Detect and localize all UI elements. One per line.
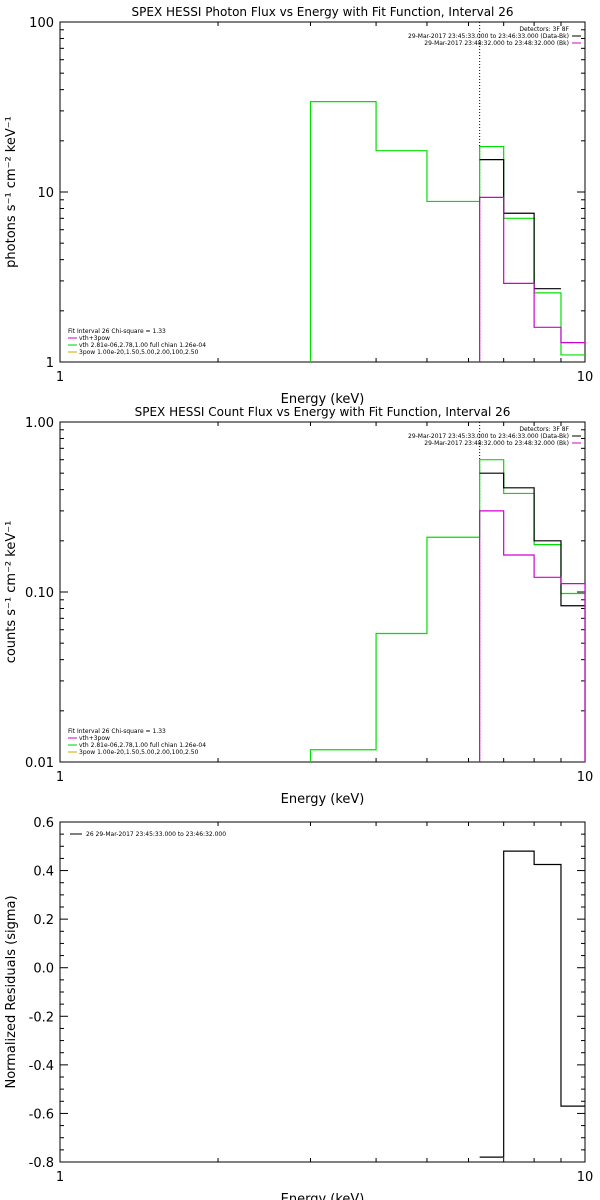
x-axis-label: Energy (keV) — [281, 392, 365, 407]
y-axis-label: Normalized Residuals (sigma) — [4, 895, 19, 1088]
legend-bottom-left-entry: 3pow 1.00e-20,1.50,5.00,2.00,100,2.50 — [79, 349, 199, 356]
legend-bottom-left-entry: Fit Interval 26 Chi-square = 1.33 — [68, 728, 166, 735]
legend-top-right-entry: 29-Mar-2017 23:45:33.000 to 23:46:33.000… — [408, 33, 569, 40]
x-tick-label: 10 — [577, 370, 594, 385]
y-tick-label: 0.6 — [33, 816, 54, 831]
plot-frame — [59, 821, 586, 1163]
x-tick-label: 10 — [577, 770, 594, 785]
chart-title: SPEX HESSI Count Flux vs Energy with Fit… — [135, 405, 511, 419]
y-tick-label: 0.4 — [33, 865, 54, 880]
y-tick-label: 1.00 — [25, 416, 54, 431]
legend-top-right-entry: Detectors: 3F 8F — [519, 426, 569, 433]
y-tick-label: -0.6 — [29, 1107, 54, 1122]
y-tick-label: 10 — [37, 186, 54, 201]
chart-title: SPEX HESSI Photon Flux vs Energy with Fi… — [132, 5, 514, 19]
legend-top-right-entry: 29-Mar-2017 23:48:32.000 to 23:48:32.000… — [424, 40, 569, 47]
x-tick-label: 1 — [56, 370, 64, 385]
chart-1: SPEX HESSI Photon Flux vs Energy with Fi… — [4, 5, 594, 407]
series-1-line — [309, 459, 585, 762]
y-tick-label: -0.4 — [29, 1059, 54, 1074]
legend-top-left-entry: 26 29-Mar-2017 23:45:33.000 to 23:46:32.… — [86, 831, 226, 838]
chart-2: SPEX HESSI Count Flux vs Energy with Fit… — [4, 405, 593, 807]
legend-top-right-entry: 29-Mar-2017 23:48:32.000 to 23:48:32.000… — [424, 440, 569, 447]
x-tick-label: 1 — [56, 770, 64, 785]
y-tick-label: 1 — [46, 356, 54, 371]
legend-bottom-left-entry: vth+3pow — [79, 735, 110, 742]
legend-bottom-left-entry: 3pow 1.00e-20,1.50,5.00,2.00,100,2.50 — [79, 749, 199, 756]
series-2-line — [479, 159, 561, 290]
plot-frame — [59, 21, 586, 363]
series-3-line — [479, 196, 585, 362]
y-tick-label: -0.8 — [29, 1156, 54, 1171]
legend-bottom-left-entry: vth 2.81e-06,2.78,1.00 full chian 1.26e-… — [79, 342, 206, 349]
legend-bottom-left-entry: vth+3pow — [79, 335, 110, 342]
x-tick-label: 1 — [56, 1170, 64, 1185]
y-tick-label: 0.0 — [33, 962, 54, 977]
y-tick-label: -0.2 — [29, 1010, 54, 1025]
chart-3: 1 10 -0.8 -0.6 -0.4 -0.2 0.0 0.2 0.4 0.6 Energy (k… — [4, 816, 593, 1200]
y-tick-label: 0.2 — [33, 913, 54, 928]
series-1-line — [479, 850, 585, 1158]
y-tick-label: 100 — [29, 16, 54, 31]
legend-bottom-left-entry: Fit Interval 26 Chi-square = 1.33 — [68, 328, 166, 335]
y-tick-label: 0.10 — [25, 586, 54, 601]
series-2-line — [479, 472, 585, 607]
legend-top-right-entry: 29-Mar-2017 23:45:33.000 to 23:46:33.000… — [408, 433, 569, 440]
x-axis-label: Energy (keV) — [281, 1192, 365, 1200]
legend-bottom-left-entry: vth 2.81e-06,2.78,1.00 full chian 1.26e-… — [79, 742, 206, 749]
x-tick-label: 10 — [577, 1170, 594, 1185]
series-3-line — [479, 510, 585, 762]
plot-frame — [59, 421, 586, 763]
legend-top-right-entry: Detectors: 3F 8F — [519, 26, 569, 33]
y-axis-label: photons s⁻¹ cm⁻² keV⁻¹ — [4, 116, 19, 268]
series-1-line — [309, 101, 585, 362]
y-tick-label: 0.01 — [25, 756, 54, 771]
y-axis-label: counts s⁻¹ cm⁻² keV⁻¹ — [4, 521, 19, 664]
x-axis-label: Energy (keV) — [281, 792, 365, 807]
